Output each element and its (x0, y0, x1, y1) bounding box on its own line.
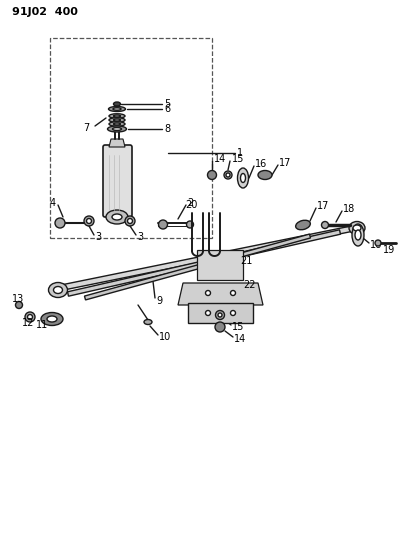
Ellipse shape (113, 108, 121, 110)
Ellipse shape (230, 290, 235, 295)
Ellipse shape (215, 322, 225, 332)
Text: 4: 4 (50, 198, 56, 208)
Ellipse shape (84, 216, 94, 226)
FancyBboxPatch shape (103, 145, 132, 217)
Ellipse shape (41, 312, 63, 326)
Text: 16: 16 (254, 159, 267, 169)
Ellipse shape (113, 123, 120, 125)
Text: 5: 5 (164, 99, 170, 109)
Text: 20: 20 (184, 200, 197, 210)
Ellipse shape (108, 107, 125, 111)
Text: 19: 19 (382, 245, 394, 255)
Polygon shape (67, 230, 340, 296)
Text: 21: 21 (239, 256, 252, 266)
FancyBboxPatch shape (196, 250, 242, 280)
Ellipse shape (186, 221, 193, 228)
Ellipse shape (205, 311, 210, 316)
Ellipse shape (352, 225, 360, 231)
Ellipse shape (27, 314, 32, 319)
Ellipse shape (47, 316, 57, 322)
Ellipse shape (55, 218, 65, 228)
Ellipse shape (240, 174, 245, 182)
Text: 6: 6 (164, 104, 170, 114)
Ellipse shape (237, 168, 248, 188)
Ellipse shape (125, 216, 135, 226)
Ellipse shape (223, 171, 231, 179)
Ellipse shape (217, 313, 221, 317)
Ellipse shape (109, 118, 125, 122)
Ellipse shape (25, 312, 35, 322)
Polygon shape (49, 225, 354, 293)
Ellipse shape (295, 220, 310, 230)
Ellipse shape (49, 282, 67, 297)
Text: 3: 3 (137, 232, 143, 242)
Text: 17: 17 (278, 158, 291, 168)
Ellipse shape (225, 173, 229, 177)
Ellipse shape (107, 126, 126, 132)
Bar (188, 303, 252, 323)
Ellipse shape (351, 224, 363, 246)
Ellipse shape (257, 171, 271, 180)
Text: 15: 15 (231, 322, 244, 332)
Text: 1: 1 (237, 148, 243, 158)
Text: 8: 8 (164, 124, 170, 134)
Text: 12: 12 (22, 318, 34, 328)
Ellipse shape (205, 290, 210, 295)
Ellipse shape (348, 222, 364, 235)
Polygon shape (178, 283, 262, 305)
Ellipse shape (230, 311, 235, 316)
Text: 18: 18 (342, 204, 354, 214)
Text: 17: 17 (316, 201, 328, 211)
Text: 13: 13 (12, 294, 24, 304)
Text: 10: 10 (159, 332, 171, 342)
Ellipse shape (112, 127, 121, 131)
Ellipse shape (321, 222, 328, 229)
Text: 3: 3 (95, 232, 101, 242)
Text: 16: 16 (369, 240, 381, 250)
Text: 14: 14 (213, 154, 226, 164)
Ellipse shape (109, 122, 125, 126)
Ellipse shape (112, 214, 122, 220)
Ellipse shape (127, 219, 132, 223)
Text: 14: 14 (233, 334, 246, 344)
Ellipse shape (16, 302, 22, 309)
Polygon shape (109, 139, 125, 147)
Ellipse shape (53, 287, 62, 294)
Ellipse shape (144, 319, 152, 325)
Ellipse shape (86, 219, 91, 223)
Ellipse shape (207, 171, 216, 180)
Text: 15: 15 (231, 154, 244, 164)
Text: 2: 2 (186, 198, 193, 208)
Text: 91J02  400: 91J02 400 (12, 7, 78, 17)
Ellipse shape (113, 119, 120, 121)
Text: 7: 7 (83, 123, 89, 133)
Text: 11: 11 (36, 320, 48, 330)
Text: 9: 9 (156, 296, 162, 306)
Polygon shape (84, 234, 310, 300)
Ellipse shape (109, 114, 125, 118)
Ellipse shape (106, 210, 128, 224)
Ellipse shape (113, 115, 120, 117)
Ellipse shape (215, 311, 224, 319)
Ellipse shape (158, 220, 167, 229)
Ellipse shape (113, 102, 120, 106)
Bar (50, 38, 211, 238)
Text: 22: 22 (242, 280, 255, 290)
Ellipse shape (374, 240, 380, 246)
Ellipse shape (354, 230, 360, 240)
